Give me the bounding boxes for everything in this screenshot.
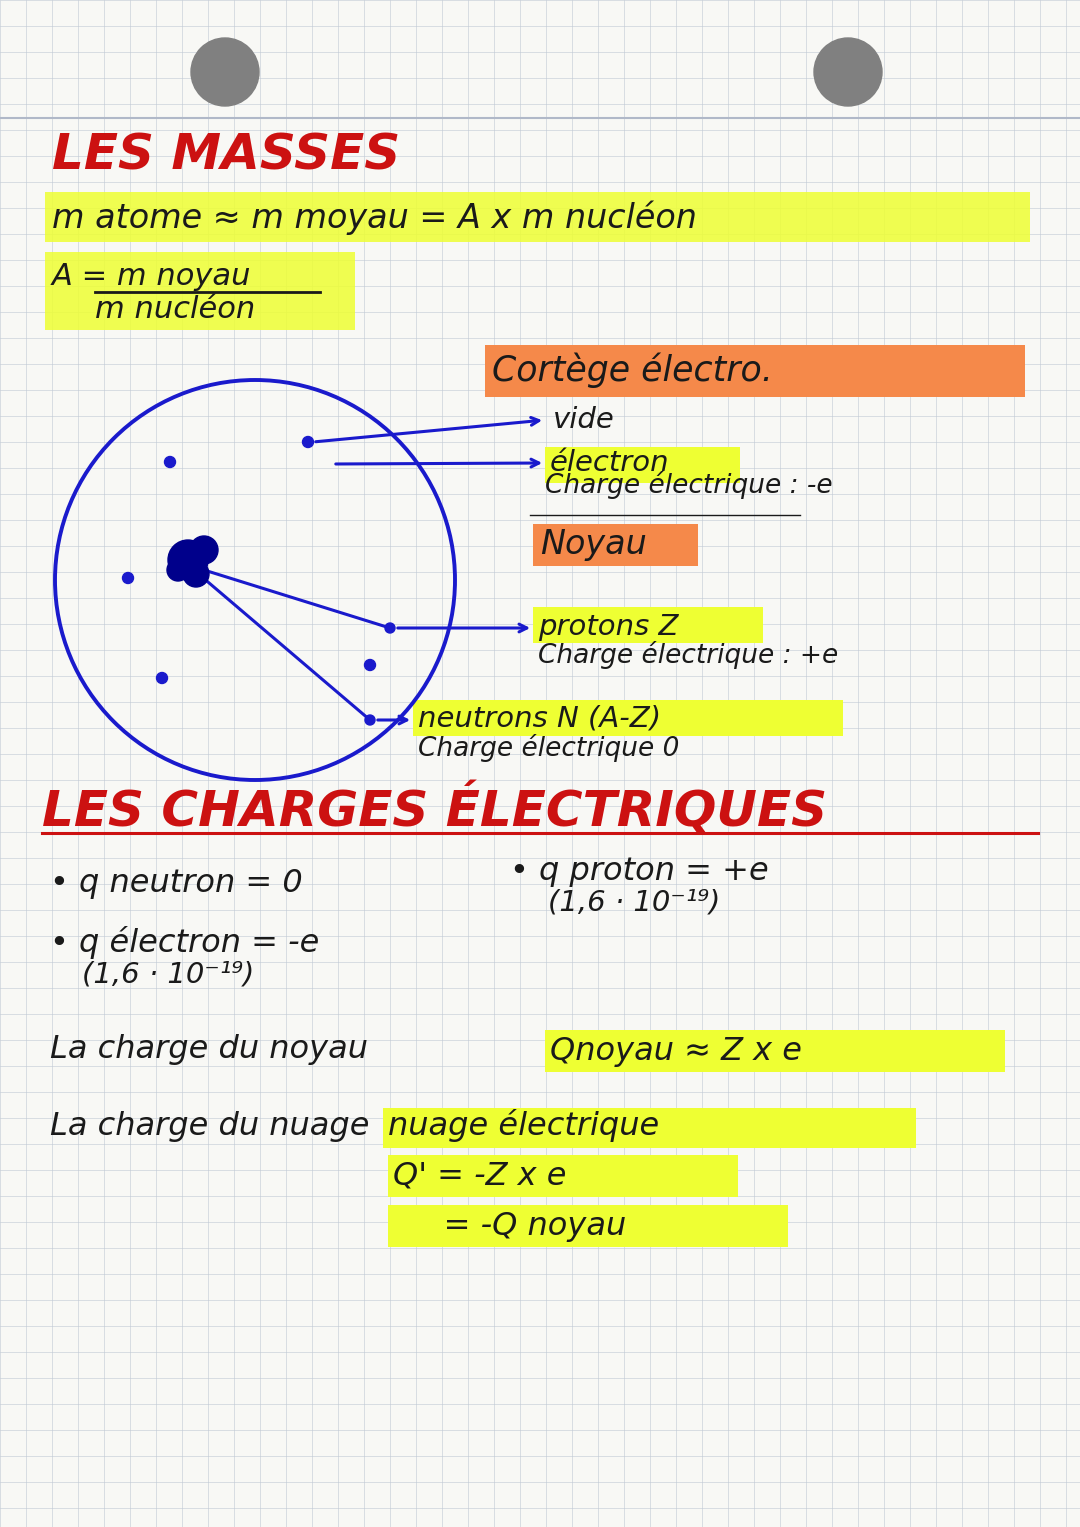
Text: Charge électrique : +e: Charge électrique : +e [538, 641, 838, 669]
Text: neutrons N (A-Z): neutrons N (A-Z) [418, 705, 661, 733]
FancyBboxPatch shape [45, 192, 1030, 241]
FancyBboxPatch shape [485, 345, 1025, 397]
FancyBboxPatch shape [561, 1109, 916, 1148]
FancyBboxPatch shape [45, 252, 355, 330]
Circle shape [302, 437, 313, 447]
Text: LES CHARGES ÉLECTRIQUES: LES CHARGES ÉLECTRIQUES [42, 782, 827, 835]
Text: protons Z: protons Z [538, 612, 678, 641]
Circle shape [365, 715, 375, 725]
Text: La charge du noyau: La charge du noyau [50, 1034, 368, 1064]
FancyBboxPatch shape [534, 608, 762, 643]
Text: vide: vide [553, 406, 615, 434]
Text: Q' = -Z x e: Q' = -Z x e [393, 1161, 567, 1193]
FancyBboxPatch shape [534, 524, 698, 567]
Text: La charge du nuage: La charge du nuage [50, 1112, 369, 1142]
Circle shape [814, 38, 882, 105]
Circle shape [122, 573, 134, 583]
Text: • q électron = -e: • q électron = -e [50, 925, 320, 959]
FancyBboxPatch shape [545, 447, 740, 483]
Text: (1,6 · 10⁻¹⁹): (1,6 · 10⁻¹⁹) [548, 889, 720, 916]
Text: = -Q noyau: = -Q noyau [393, 1211, 626, 1241]
Text: m atome ≈ m moyau = A x m nucléon: m atome ≈ m moyau = A x m nucléon [52, 200, 697, 235]
Circle shape [190, 536, 218, 563]
Circle shape [164, 457, 175, 467]
Text: (1,6 · 10⁻¹⁹): (1,6 · 10⁻¹⁹) [82, 960, 255, 988]
Text: Qnoyau ≈ Z x e: Qnoyau ≈ Z x e [550, 1035, 802, 1067]
Text: électron: électron [550, 449, 670, 476]
Text: • q proton = +e: • q proton = +e [510, 857, 769, 887]
FancyBboxPatch shape [545, 1031, 1005, 1072]
FancyBboxPatch shape [388, 1205, 788, 1248]
Text: • q neutron = 0: • q neutron = 0 [50, 867, 302, 899]
Text: LES MASSES: LES MASSES [52, 131, 401, 180]
FancyBboxPatch shape [413, 699, 843, 736]
Text: Cortège électro.: Cortège électro. [492, 353, 773, 388]
Circle shape [365, 660, 376, 670]
Circle shape [384, 623, 395, 634]
Circle shape [191, 38, 259, 105]
Text: nuage électrique: nuage électrique [388, 1109, 659, 1142]
FancyBboxPatch shape [388, 1154, 738, 1197]
Circle shape [183, 560, 210, 586]
Text: m nucléon: m nucléon [95, 295, 255, 324]
Text: A = m noyau: A = m noyau [52, 263, 252, 292]
FancyBboxPatch shape [383, 1109, 561, 1148]
Text: Charge électrique 0: Charge électrique 0 [418, 734, 679, 762]
Circle shape [157, 672, 167, 684]
Circle shape [167, 559, 189, 580]
Text: Noyau: Noyau [540, 528, 647, 560]
Circle shape [168, 541, 208, 580]
Text: Charge électrique : -e: Charge électrique : -e [545, 470, 833, 499]
